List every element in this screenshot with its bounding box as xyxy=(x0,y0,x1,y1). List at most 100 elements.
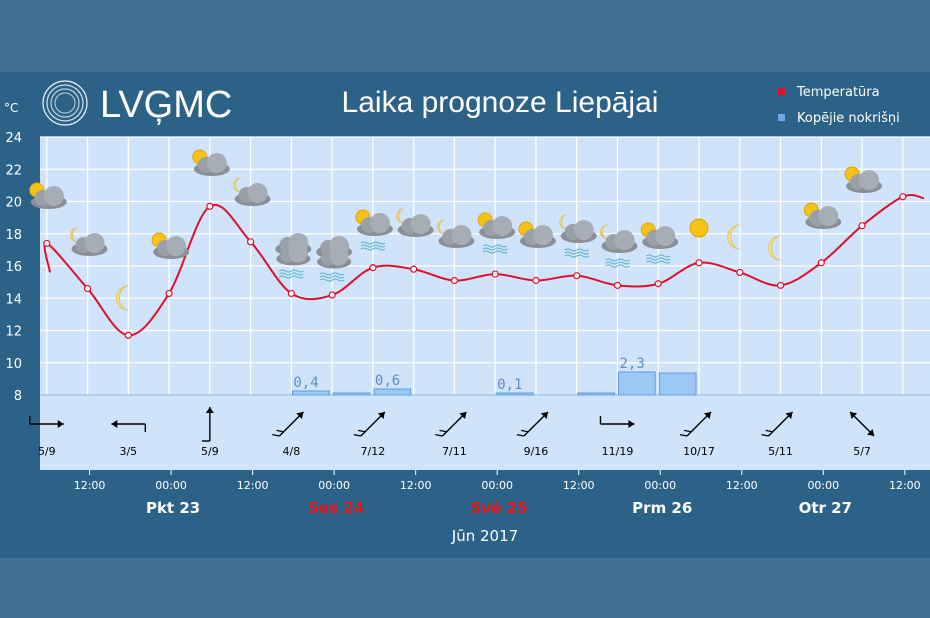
precip-bar xyxy=(617,371,656,396)
sun-cloud-rain-icon xyxy=(640,222,679,264)
wind-arrow xyxy=(679,411,712,437)
arrow-tail xyxy=(516,429,529,437)
cloud-shape xyxy=(451,225,472,245)
precip-value-label: 0,6 xyxy=(375,373,400,389)
wind-arrow xyxy=(516,411,549,437)
wind-arrow-icon xyxy=(353,411,386,437)
arrow-head xyxy=(111,420,118,428)
wind-arrow xyxy=(599,416,635,428)
arrow-tail xyxy=(679,429,692,437)
legend-swatch-precipitation xyxy=(778,114,785,121)
cloud-shape xyxy=(655,226,676,246)
moon-shape xyxy=(727,224,740,250)
temperature-series xyxy=(43,193,925,339)
wind-arrow-icon xyxy=(849,411,875,437)
sun-cloud-rain-icon xyxy=(477,212,516,254)
cloud-shape xyxy=(329,246,349,266)
arrow-tail xyxy=(761,429,773,437)
arrow-head xyxy=(377,411,385,420)
rain-lines xyxy=(645,257,671,261)
y-tick-label: 22 xyxy=(5,163,22,178)
moon-icon xyxy=(768,235,781,261)
wind-value-label: 5/9 xyxy=(38,445,56,458)
sun-cloud-rain-icon xyxy=(355,209,393,251)
temperature-point xyxy=(83,284,92,293)
legend: Temperatūra Kopējie nokrišņi xyxy=(778,85,900,126)
temperature-point xyxy=(776,281,785,289)
wind-arrow xyxy=(111,420,147,432)
temperature-point xyxy=(613,281,622,289)
wind-arrow-icon xyxy=(679,411,712,437)
wind-value-label: 11/19 xyxy=(602,445,634,458)
precip-value-label: 0,1 xyxy=(497,377,522,393)
unit-label: °C xyxy=(4,101,18,115)
cloud-shape xyxy=(614,230,635,250)
wind-arrow xyxy=(353,411,386,437)
rain-lines xyxy=(605,258,630,262)
day-label: Otr 27 xyxy=(799,499,852,517)
cloud-shape xyxy=(573,220,594,240)
temperature-point xyxy=(654,280,662,288)
wind-arrow xyxy=(29,416,64,428)
precip-value-label: 2,3 xyxy=(619,356,644,372)
cloud-shape xyxy=(288,243,308,263)
wind-arrow xyxy=(201,407,214,442)
sun-cloud-icon xyxy=(151,232,190,259)
rain-lines xyxy=(564,254,589,258)
cloud-shape xyxy=(859,170,880,190)
rain-lines xyxy=(360,241,386,245)
rain-lines xyxy=(279,272,304,276)
moon-cloud-icon xyxy=(436,219,475,248)
temperature-point xyxy=(124,331,132,339)
wind-arrow-icon xyxy=(272,411,304,437)
moon-cloud-rain-icon xyxy=(559,214,597,258)
weather-icons xyxy=(29,149,883,311)
page-title: Laika prognoze Liepājai xyxy=(342,86,659,119)
moon-cloud-rain-icon xyxy=(599,224,638,268)
wind-value-label: 10/17 xyxy=(683,445,715,458)
wind-value-label: 9/16 xyxy=(524,445,549,458)
cloud-rain-icon xyxy=(316,236,353,282)
legend-swatch-temperature xyxy=(778,88,785,95)
rain-lines xyxy=(279,275,304,279)
arrow-tail xyxy=(435,429,447,437)
y-tick-label: 14 xyxy=(5,292,22,307)
temperature-point xyxy=(817,259,825,267)
cloud-rain-icon xyxy=(275,233,312,279)
cloud-shape xyxy=(532,225,553,245)
wind-arrow-icon xyxy=(201,407,214,442)
logo-rings-icon xyxy=(42,80,88,126)
cloud-shape xyxy=(84,233,105,253)
cloud-shape xyxy=(492,216,513,236)
y-tick-label: 18 xyxy=(5,228,22,243)
x-tick-label: 12:00 xyxy=(400,479,432,492)
rain-lines xyxy=(605,261,630,265)
cloud-shape xyxy=(166,236,187,256)
temperature-point xyxy=(532,276,540,285)
rain-lines xyxy=(360,247,386,251)
x-tick-label: 12:00 xyxy=(74,479,106,492)
sun-cloud-icon xyxy=(844,166,883,193)
rain-lines xyxy=(482,250,508,254)
legend-item-temperature: Temperatūra xyxy=(796,85,880,100)
day-label: Ses 24 xyxy=(308,499,364,517)
temperature-point xyxy=(206,202,214,210)
y-tick-label: 20 xyxy=(5,196,22,211)
temperature-point xyxy=(695,259,703,267)
rain-lines xyxy=(482,244,508,248)
moon-cloud-icon xyxy=(396,208,434,237)
wind-value-label: 7/11 xyxy=(442,445,467,458)
y-tick-label: 10 xyxy=(5,357,22,372)
rain-lines xyxy=(645,254,671,258)
temperature-point xyxy=(736,268,744,277)
rain-lines xyxy=(360,244,386,248)
wind-arrow-icon xyxy=(516,411,549,437)
rain-lines xyxy=(279,269,304,273)
arrow-head xyxy=(540,411,548,420)
temperature-point xyxy=(858,222,866,230)
cloud-shape xyxy=(43,186,64,206)
arrow-head xyxy=(785,411,793,420)
arrow-head xyxy=(703,411,712,420)
logo[interactable]: LVĢMC xyxy=(42,80,232,126)
